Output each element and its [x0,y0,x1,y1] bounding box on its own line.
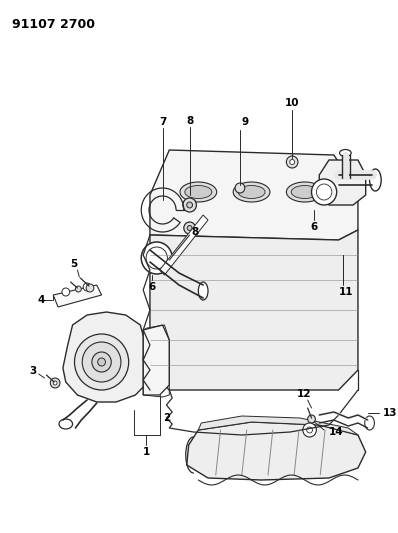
Text: 10: 10 [285,98,299,108]
Text: 91107 2700: 91107 2700 [12,18,95,31]
Text: 14: 14 [329,427,343,437]
Ellipse shape [365,416,375,430]
Circle shape [187,202,193,208]
Circle shape [86,284,94,292]
Ellipse shape [185,185,212,198]
Circle shape [62,288,70,296]
Text: 7: 7 [159,117,166,127]
Text: 8: 8 [186,116,193,126]
Ellipse shape [59,419,72,429]
Polygon shape [319,160,366,205]
Circle shape [98,358,105,366]
Polygon shape [198,416,358,435]
Polygon shape [160,215,208,275]
Circle shape [316,184,332,200]
Circle shape [290,159,295,165]
Circle shape [50,378,60,388]
Polygon shape [150,150,358,240]
Text: 12: 12 [297,389,311,399]
Circle shape [307,427,312,433]
Text: 8: 8 [192,227,199,237]
Ellipse shape [180,182,217,202]
Text: 9: 9 [241,117,248,127]
Polygon shape [143,325,169,395]
Circle shape [92,352,111,372]
Text: 1: 1 [142,447,150,457]
Circle shape [287,156,298,168]
Circle shape [183,198,196,212]
Circle shape [312,179,337,205]
Text: 3: 3 [29,366,37,376]
Ellipse shape [233,182,270,202]
Polygon shape [63,312,150,402]
Circle shape [82,342,121,382]
Text: 6: 6 [311,222,318,232]
Text: 2: 2 [163,413,170,423]
Ellipse shape [370,169,381,191]
Circle shape [141,242,172,274]
Polygon shape [187,422,366,480]
Polygon shape [150,230,358,390]
Text: 5: 5 [70,259,77,269]
Circle shape [308,415,315,423]
Ellipse shape [238,185,265,198]
Ellipse shape [291,185,318,198]
Text: 6: 6 [148,282,156,292]
Polygon shape [53,285,101,307]
Text: 4: 4 [38,295,45,305]
Circle shape [235,183,245,193]
Circle shape [74,334,129,390]
Circle shape [187,225,192,230]
Circle shape [53,381,57,385]
Circle shape [303,423,316,437]
Circle shape [184,222,195,234]
Ellipse shape [198,282,208,300]
Circle shape [146,247,168,269]
Circle shape [83,283,91,291]
Ellipse shape [339,149,351,157]
Text: 13: 13 [383,408,398,418]
Ellipse shape [287,182,323,202]
Circle shape [76,286,81,292]
Text: 11: 11 [339,287,353,297]
